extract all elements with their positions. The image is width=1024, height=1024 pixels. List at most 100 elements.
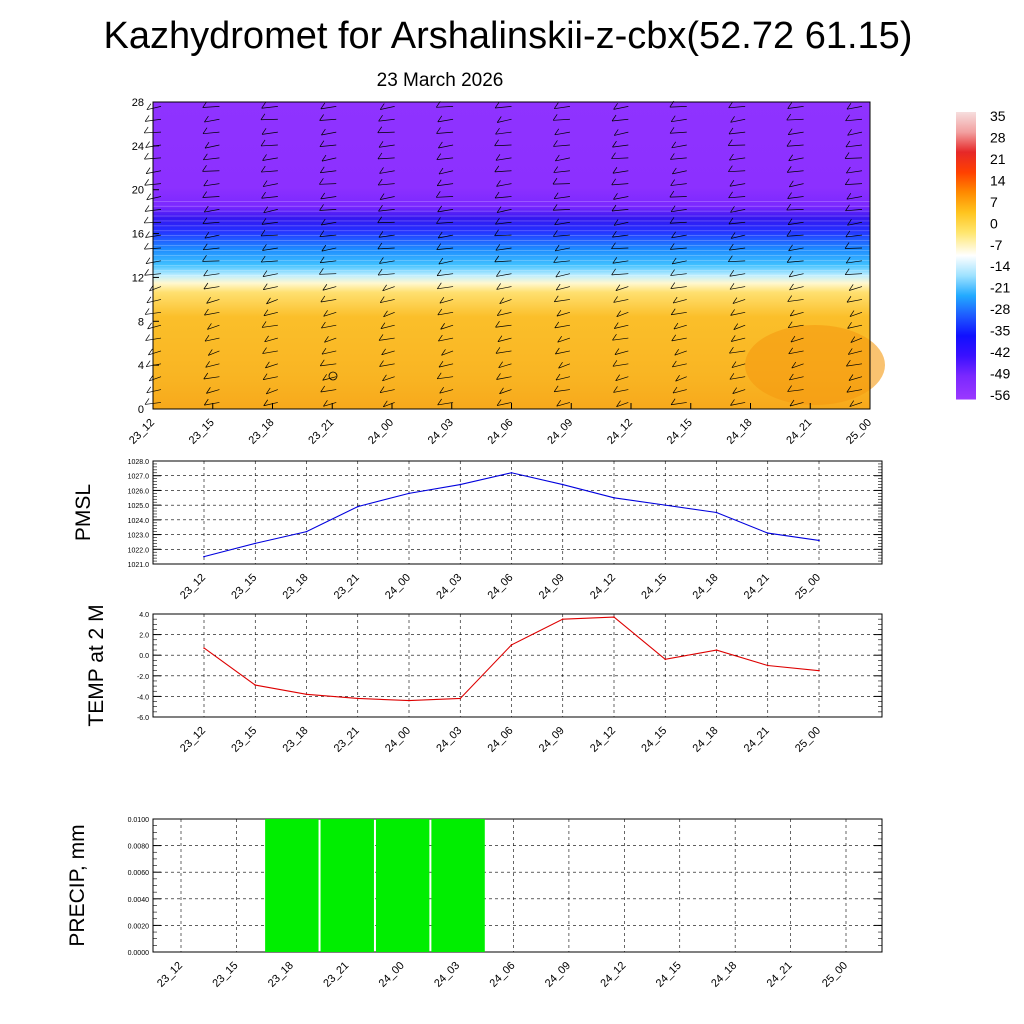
x-tick-label: 23_21 [332, 725, 362, 755]
wind-barb-feather [264, 335, 269, 343]
x-tick-label: 25_00 [844, 417, 874, 447]
wind-barb-feather [494, 165, 500, 173]
wind-barb-feather [145, 360, 151, 367]
wind-barb [614, 324, 629, 329]
wind-barb-feather [730, 206, 735, 213]
wind-barb-feather [844, 178, 850, 185]
wind-barb-feather [849, 310, 855, 317]
y-tick-label: 12 [132, 272, 144, 284]
wind-barb-feather [146, 193, 152, 200]
panel-frame [152, 460, 883, 565]
wind-barb [261, 260, 278, 263]
wind-barb-feather [669, 243, 675, 250]
wind-barb [789, 273, 804, 278]
wind-barb [555, 273, 570, 278]
wind-barb [729, 350, 746, 354]
x-tick-label: 23_12 [155, 960, 185, 990]
wind-barb-feather [787, 102, 793, 109]
wind-barb-feather [555, 283, 561, 291]
wind-barb [790, 311, 804, 317]
wind-barb [437, 209, 454, 213]
wind-barb-feather [495, 321, 500, 328]
wind-barb-feather [496, 399, 502, 406]
wind-barb [615, 376, 629, 381]
wind-barb-feather [261, 128, 267, 135]
y-tick-label: 0.0 [139, 653, 149, 660]
x-tick-label: 24_09 [537, 572, 567, 602]
wind-barb-feather [846, 192, 852, 200]
series-point [254, 684, 257, 686]
series-point [766, 532, 769, 534]
wind-barb [845, 247, 863, 249]
panel-frame [152, 613, 883, 718]
wind-barb [556, 311, 571, 317]
wind-barb [148, 350, 162, 356]
wind-barb [203, 286, 220, 290]
precip-bar [265, 819, 319, 952]
wind-barb-feather [319, 166, 325, 173]
wind-barb [671, 209, 687, 213]
wind-barb-feather [146, 386, 152, 393]
series-point [203, 647, 205, 649]
wind-barb-feather [673, 322, 679, 330]
wind-barb [499, 389, 512, 395]
wind-barb-feather [203, 398, 209, 406]
wind-barb [320, 196, 337, 200]
wind-barb-feather [496, 206, 502, 213]
wind-barb [202, 106, 220, 108]
precip-bar [320, 819, 374, 952]
y-axis-label: PMSL [72, 484, 95, 541]
wind-barb-feather [556, 399, 561, 407]
colorbar-label: -14 [990, 258, 1010, 274]
wind-barb-feather [847, 129, 852, 136]
wind-barb-feather [787, 128, 793, 135]
wind-barb-feather [437, 398, 442, 406]
colorbar-label: -49 [990, 366, 1010, 382]
wind-barb [788, 131, 804, 135]
x-tick-label: 24_06 [486, 725, 516, 755]
series-point [254, 542, 257, 545]
wind-barb-feather [494, 191, 500, 199]
wind-barb [670, 157, 687, 160]
colorbar-label: 28 [990, 129, 1006, 145]
wind-barb [786, 118, 804, 121]
wind-barb-feather [321, 347, 327, 355]
colorbar-label: -21 [990, 280, 1010, 296]
wind-barb [553, 170, 570, 173]
series-point [715, 649, 718, 651]
wind-barb [729, 183, 746, 187]
wind-barb [437, 273, 454, 277]
wind-barb [146, 299, 162, 304]
wind-barb-feather [728, 101, 733, 109]
wind-barb-feather [205, 361, 210, 368]
wind-barb [555, 247, 570, 252]
wind-barb-feather [553, 166, 559, 173]
wind-barb-feather [554, 128, 560, 136]
wind-barb [849, 311, 863, 317]
wind-barb-feather [787, 385, 792, 392]
wind-barb [437, 402, 454, 406]
wind-barb [787, 170, 804, 173]
wind-barb [613, 221, 629, 226]
wind-barb [787, 389, 804, 392]
wind-barb [204, 118, 220, 123]
wind-barb [554, 324, 570, 329]
wind-barb [260, 118, 278, 121]
x-tick-label: 23_12 [127, 417, 157, 447]
wind-barb-feather [555, 373, 561, 381]
wind-barb [616, 402, 629, 408]
wind-barb-feather [143, 216, 149, 224]
wind-barb [497, 311, 512, 316]
wind-barb-feather [496, 116, 502, 123]
wind-barb [558, 363, 571, 369]
wind-barb-feather [672, 167, 677, 175]
wind-barb [261, 144, 278, 147]
wind-barb-feather [671, 257, 677, 265]
wind-barb [845, 273, 863, 275]
wind-barb [732, 299, 746, 304]
wind-barb-feather [847, 322, 852, 329]
wind-barb [670, 183, 687, 186]
wind-barb [261, 196, 278, 199]
wind-barb-feather [847, 219, 852, 226]
wind-barb-feather [379, 103, 385, 110]
